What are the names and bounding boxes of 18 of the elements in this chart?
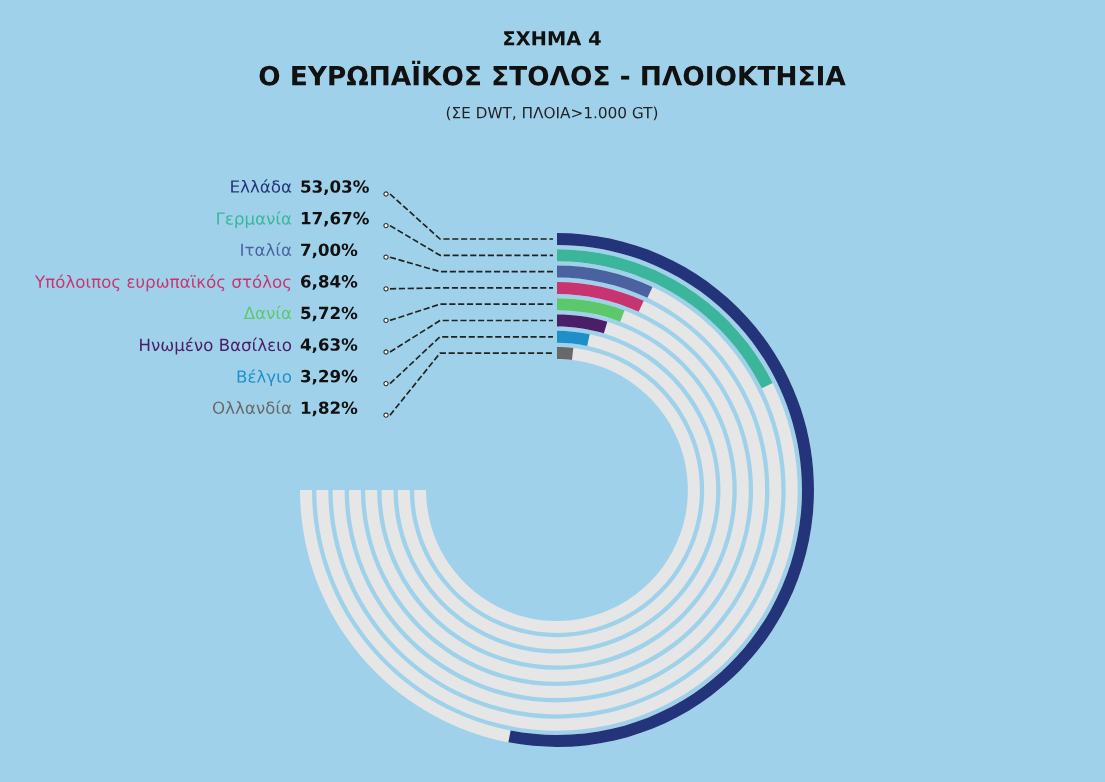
- text: (ΣΕ DWT, ΠΛΟΙΑ>1.000 GT): [446, 106, 658, 121]
- category-label: Ηνωμένο Βασίλειο: [140, 337, 292, 355]
- data-label: 6,84%: [301, 275, 358, 290]
- data-label: 53,03%: [301, 180, 369, 195]
- category-label: Δανία: [243, 305, 292, 320]
- category-label: Ολλανδία: [212, 400, 292, 415]
- category-label: Γερμανία: [217, 211, 292, 228]
- category-label: Βέλγιο: [237, 369, 292, 386]
- data-label: 4,63%: [300, 338, 358, 353]
- data-label: 17,67%: [301, 211, 369, 227]
- data-label: 7,00%: [301, 243, 358, 259]
- category-label: Ελλάδα: [231, 179, 292, 193]
- text: ΣΧΗΜΑ 4 Ο ΕΥΡΩΠΑΪΚΟΣ ΣΤΟΛΟΣ - ΠΛΟΙΟΚΤΗΣΙΑ: [259, 31, 846, 86]
- data-label: 3,29%: [301, 369, 358, 385]
- data-label: 1,82%: [301, 401, 358, 417]
- data-label: 5,72%: [301, 306, 358, 322]
- category-label: Υπόλοιπος ευρωπαϊκός στόλος: [34, 274, 291, 292]
- category-label: Ιταλία: [241, 242, 292, 256]
